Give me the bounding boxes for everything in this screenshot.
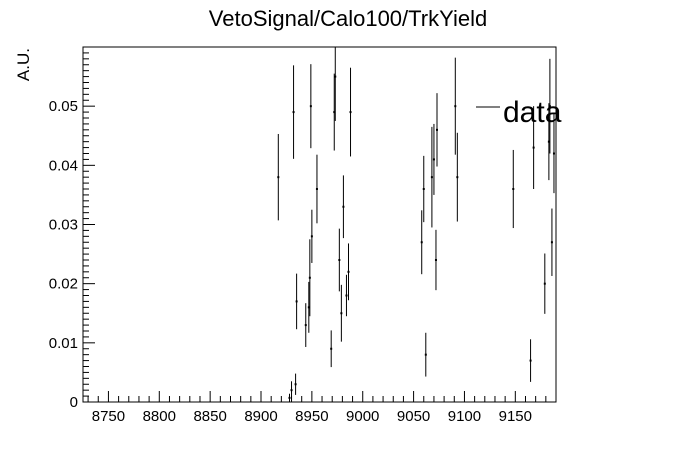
data-point <box>434 259 437 261</box>
data-point <box>532 146 535 149</box>
x-axis-ticks: 8750 8800 8850 8900 8950 9000 9050 9100 9150 <box>87 391 557 425</box>
data-point <box>454 105 457 108</box>
data-point <box>552 152 555 155</box>
data-point <box>342 205 345 208</box>
y-tick-label: 0 <box>70 394 78 411</box>
plot-frame <box>82 46 557 403</box>
data-point <box>277 176 280 179</box>
data-point <box>290 389 293 392</box>
x-tick-label: 9000 <box>346 408 379 425</box>
data-point <box>309 105 312 108</box>
data-point <box>543 282 546 285</box>
data-point <box>529 359 532 362</box>
y-axis-label: A.U. <box>14 48 33 81</box>
data-point <box>424 353 427 356</box>
data-point <box>334 75 337 78</box>
data-point <box>432 158 435 161</box>
y-axis-ticks: 0 0.01 0.02 0.03 0.04 0.05 <box>49 46 95 411</box>
data-point <box>347 270 350 273</box>
y-tick-label: 0.05 <box>49 98 78 115</box>
x-tick-label: 8800 <box>143 408 176 425</box>
data-point <box>288 396 291 399</box>
data-point <box>456 176 459 179</box>
data-point <box>310 235 313 238</box>
x-tick-label: 8900 <box>244 408 277 425</box>
data-point <box>295 300 298 303</box>
chart-title: VetoSignal/Calo100/TrkYield <box>209 6 487 31</box>
x-tick-label: 8850 <box>193 408 226 425</box>
y-tick-label: 0.01 <box>49 335 78 352</box>
data-point <box>340 312 343 315</box>
x-tick-label: 9100 <box>448 408 481 425</box>
data-point <box>308 276 311 279</box>
data-point <box>338 259 341 261</box>
legend-label: data <box>503 96 562 129</box>
data-point <box>548 105 551 108</box>
legend: data <box>476 96 562 129</box>
x-tick-label: 9150 <box>499 408 532 425</box>
data-point <box>349 111 352 114</box>
y-tick-label: 0.03 <box>49 217 78 234</box>
data-point <box>294 383 297 386</box>
data-point <box>430 176 433 179</box>
data-point <box>304 324 307 327</box>
x-tick-label: 9050 <box>397 408 430 425</box>
data-point <box>330 347 333 350</box>
data-point <box>345 294 348 297</box>
x-tick-label: 8950 <box>295 408 328 425</box>
data-point <box>420 241 423 244</box>
data-point <box>307 306 310 309</box>
data-point <box>512 188 515 190</box>
data-series <box>277 47 555 402</box>
data-point <box>333 111 336 114</box>
y-tick-label: 0.04 <box>49 157 78 174</box>
data-point <box>435 128 438 131</box>
x-tick-label: 8750 <box>92 408 125 425</box>
data-point <box>292 111 295 114</box>
data-point <box>547 140 550 143</box>
data-point <box>422 188 425 190</box>
data-point <box>550 241 553 244</box>
y-tick-label: 0.02 <box>49 276 78 293</box>
data-point <box>315 188 318 190</box>
